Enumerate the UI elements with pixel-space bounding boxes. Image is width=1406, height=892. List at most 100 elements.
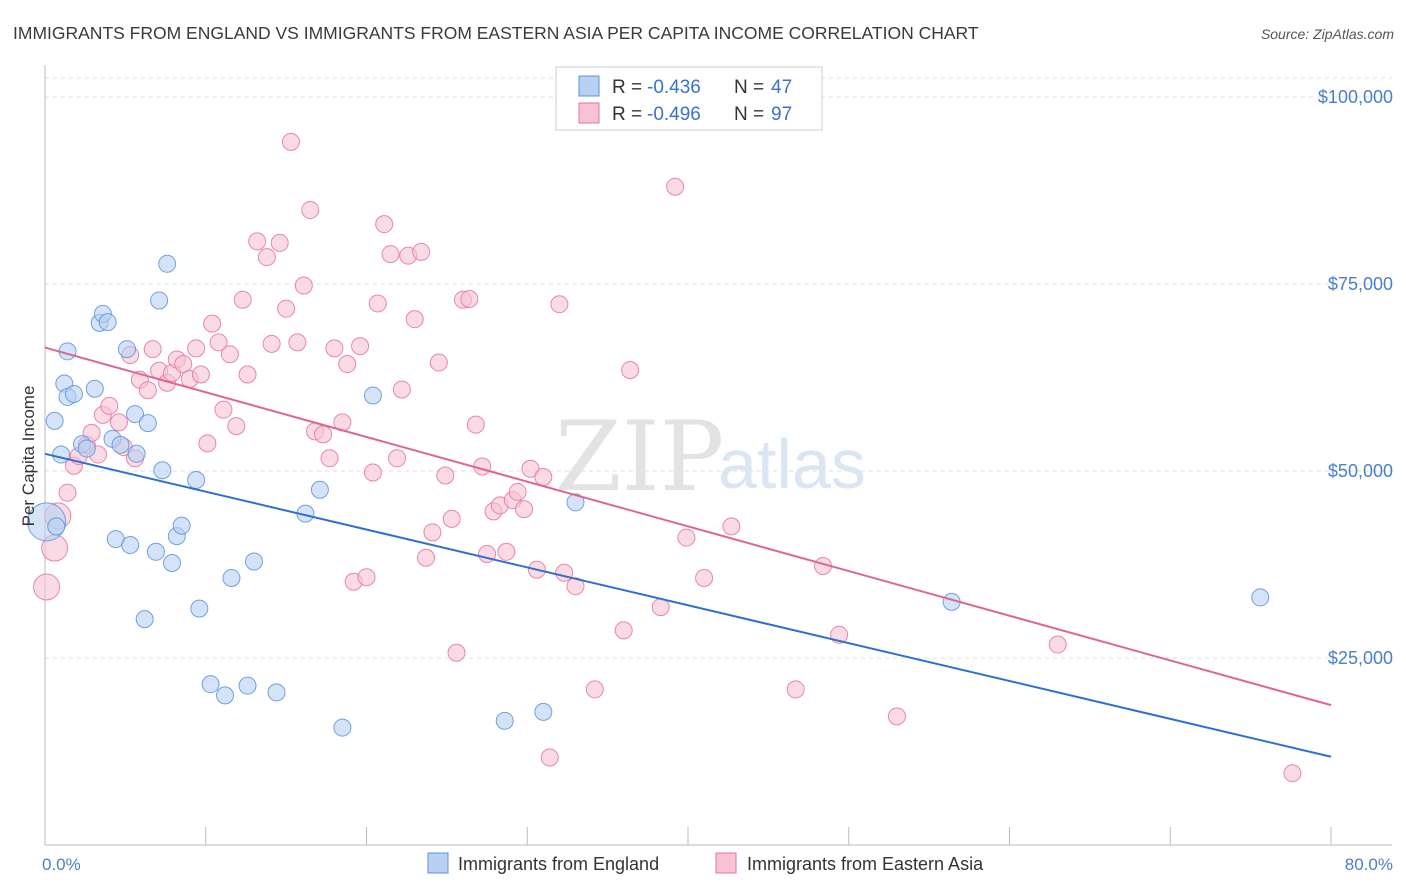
data-point-england <box>495 711 514 730</box>
trend-line-england <box>44 452 1332 758</box>
data-point-england <box>98 313 117 332</box>
data-point-eastern-asia <box>497 542 516 561</box>
data-point-eastern-asia <box>191 365 210 384</box>
data-point-eastern-asia <box>1048 635 1067 654</box>
data-point-eastern-asia <box>621 361 640 380</box>
data-point-england <box>111 435 130 454</box>
data-point-eastern-asia <box>566 577 585 596</box>
data-point-eastern-asia <box>227 417 246 436</box>
data-point-england <box>85 379 104 398</box>
watermark-zip: ZIP <box>555 401 724 513</box>
trend-line-eastern-asia <box>44 346 1332 707</box>
data-point-england <box>127 444 146 463</box>
y-axis-label: Per Capita Income <box>19 386 38 527</box>
source-label: Source: ZipAtlas.com <box>1261 26 1394 42</box>
data-point-england <box>153 461 172 480</box>
data-point-eastern-asia <box>109 413 128 432</box>
data-point-eastern-asia <box>423 523 442 542</box>
points-layer <box>27 132 1302 783</box>
data-point-eastern-asia <box>515 500 534 519</box>
x-tick-label: 80.0% <box>1345 855 1393 874</box>
data-point-eastern-asia <box>550 295 569 314</box>
axis-layer: $25,000 $50,000 $75,000 $100,000 0.0% 80.0% <box>42 65 1393 874</box>
data-point-england <box>45 411 64 430</box>
data-point-eastern-asia <box>555 563 574 582</box>
data-point-england <box>190 599 209 618</box>
data-point-england <box>1251 588 1270 607</box>
data-point-eastern-asia <box>233 290 252 309</box>
bottom-legend-swatch-england <box>427 852 449 874</box>
data-point-england <box>363 386 382 405</box>
legend-box <box>555 66 823 131</box>
legend-n-value-eastern-asia: 97 <box>771 104 792 125</box>
data-point-england <box>201 675 220 694</box>
data-point-eastern-asia <box>521 459 540 478</box>
data-point-eastern-asia <box>301 200 320 219</box>
legend-swatch-england <box>578 75 600 97</box>
data-point-england <box>244 552 263 571</box>
data-point-eastern-asia <box>786 680 805 699</box>
data-point-eastern-asia <box>288 333 307 352</box>
data-point-eastern-asia <box>412 242 431 261</box>
data-point-eastern-asia <box>100 396 119 415</box>
series-legend: Immigrants from England Immigrants from … <box>427 852 984 874</box>
data-point-eastern-asia <box>138 381 157 400</box>
data-point-eastern-asia <box>198 434 217 453</box>
data-point-eastern-asia <box>375 215 394 234</box>
data-point-eastern-asia <box>220 345 239 364</box>
data-point-england <box>146 542 165 561</box>
data-point-eastern-asia <box>1283 764 1302 783</box>
data-point-eastern-asia <box>174 355 193 374</box>
data-point-eastern-asia <box>466 415 485 434</box>
data-point-eastern-asia <box>277 299 296 318</box>
data-point-eastern-asia <box>281 132 300 151</box>
data-point-eastern-asia <box>388 449 407 468</box>
data-point-england <box>162 554 181 573</box>
data-point-eastern-asia <box>270 233 289 252</box>
data-point-eastern-asia <box>33 573 61 601</box>
data-point-eastern-asia <box>214 400 233 419</box>
data-point-england <box>77 439 96 458</box>
data-point-england <box>222 568 241 587</box>
data-point-eastern-asia <box>442 509 461 528</box>
data-point-eastern-asia <box>248 232 267 251</box>
data-point-eastern-asia <box>540 748 559 767</box>
data-point-england <box>117 340 136 359</box>
data-point-eastern-asia <box>351 337 370 356</box>
legend-r-label-england: R = <box>612 77 642 98</box>
data-point-eastern-asia <box>666 177 685 196</box>
data-point-england <box>187 470 206 489</box>
data-point-eastern-asia <box>320 449 339 468</box>
bottom-legend-swatch-eastern-asia <box>715 852 737 874</box>
data-point-eastern-asia <box>257 248 276 267</box>
data-point-eastern-asia <box>392 380 411 399</box>
y-tick-label: $75,000 <box>1328 274 1393 294</box>
correlation-legend: R = -0.436 N = 47 R = -0.496 N = 97 <box>555 66 823 131</box>
watermark: ZIP atlas <box>555 401 866 513</box>
legend-n-label-eastern-asia: N = <box>734 104 764 125</box>
data-point-england <box>126 405 145 424</box>
data-point-eastern-asia <box>614 621 633 640</box>
data-point-eastern-asia <box>357 568 376 587</box>
legend-r-value-eastern-asia: -0.496 <box>647 104 701 125</box>
y-tick-label: $25,000 <box>1328 648 1393 668</box>
data-point-eastern-asia <box>262 334 281 353</box>
legend-r-label-eastern-asia: R = <box>612 104 642 125</box>
data-point-eastern-asia <box>187 339 206 358</box>
data-point-england <box>566 493 585 512</box>
data-point-eastern-asia <box>585 680 604 699</box>
legend-swatch-eastern-asia <box>578 102 600 124</box>
data-point-eastern-asia <box>429 353 448 372</box>
data-point-england <box>158 254 177 273</box>
data-point-eastern-asia <box>677 528 696 547</box>
data-point-eastern-asia <box>405 310 424 329</box>
data-point-eastern-asia <box>314 425 333 444</box>
data-point-eastern-asia <box>294 276 313 295</box>
bottom-legend-label-england: Immigrants from England <box>458 854 659 874</box>
legend-n-value-england: 47 <box>771 77 792 98</box>
data-point-england <box>310 480 329 499</box>
data-point-england <box>135 610 154 629</box>
data-point-england <box>238 676 257 695</box>
data-point-england <box>216 686 235 705</box>
